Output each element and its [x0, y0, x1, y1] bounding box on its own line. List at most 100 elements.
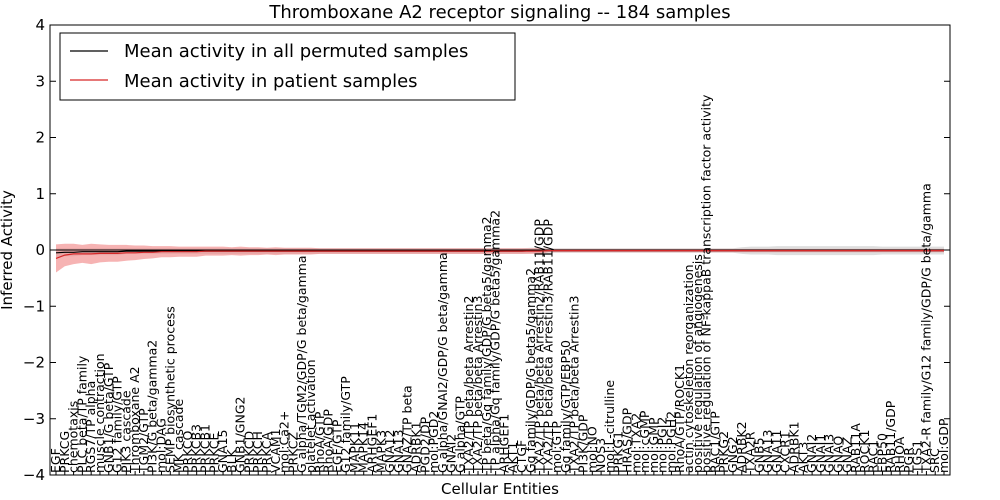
x-tick-label: TXA2/TP beta/beta Arrestin3	[470, 296, 485, 474]
x-tick-label: GNAI2	[804, 434, 819, 473]
x-tick-label: RhoA/GTP/ROCK1	[672, 364, 687, 473]
y-tick-label: −4	[23, 466, 45, 484]
x-tick-label: mol:NO	[584, 426, 599, 473]
x-tick-label: G12 family/GTP	[110, 376, 125, 473]
x-tick-label: G alpha/GNAI2/GDP/G beta/gamma	[435, 252, 450, 473]
x-tick-label: NOS3	[593, 438, 608, 473]
x-tick-label: VCAM1	[268, 428, 283, 473]
x-tick-label: GNA11	[769, 430, 784, 474]
x-tick-label: AKT1	[505, 442, 520, 473]
chart-title: Thromboxane A2 receptor signaling -- 184…	[268, 2, 730, 23]
x-tick-label: SRC	[927, 448, 942, 473]
x-tick-label: RAC1	[866, 440, 881, 473]
x-tick-label: Gq family/GDP/G beta5/gamma2	[523, 268, 538, 473]
x-tick-label: PRKCD	[241, 431, 256, 473]
x-tick-label: MAPK11	[347, 422, 362, 473]
series-line-patient	[55, 250, 944, 259]
y-tick-label: 0	[35, 241, 45, 259]
x-tick-label: GNAI3	[822, 434, 837, 473]
x-tick-label: EGF	[48, 448, 63, 473]
x-tick-label: PRKCQ	[180, 431, 195, 473]
x-tick-label: PRKCE	[206, 433, 221, 473]
x-axis-label: Cellular Entities	[441, 480, 559, 498]
x-tick-label: GNG2	[725, 436, 740, 473]
x-tick-label: TGS1	[910, 440, 925, 474]
x-tick-label: Gq family/GTP/EBP50	[558, 340, 573, 473]
x-tick-label: RhoA/GTP	[312, 411, 327, 473]
x-tick-label: RHOA	[892, 436, 907, 473]
x-tick-label: PRKCH	[250, 431, 265, 473]
x-tick-label: ARHGEF1	[365, 414, 380, 473]
x-tick-label: SEMP biosynthetic process	[162, 306, 177, 473]
x-tick-label: PI3K/GDP	[576, 414, 591, 473]
x-tick-label: EBP50	[875, 433, 890, 473]
y-tick-label: −2	[23, 354, 45, 372]
x-tick-label: PGD2/DP	[417, 416, 432, 473]
x-tick-label: GNB5	[751, 437, 766, 473]
x-tick-label: mol:GMP	[646, 417, 661, 473]
x-tick-label: PRKCB3	[189, 424, 204, 473]
x-tick-label: GNAI1	[813, 434, 828, 473]
y-axis-label: Inferred Activity	[0, 190, 16, 310]
x-tick-label: GNAZ/TP beta	[400, 385, 415, 473]
y-tick-label: −3	[23, 410, 45, 428]
y-tick-label: 1	[35, 185, 45, 203]
x-tick-label: RGS7/TP alpha	[83, 381, 98, 473]
x-tick-label: HRAS/GDP	[620, 407, 635, 473]
x-tick-label: actin cytoskeleton reorganization	[681, 264, 696, 473]
x-tick-label: GNAZ	[839, 437, 854, 473]
x-tick-label: Thromboxane A2	[127, 366, 142, 474]
x-tick-label: AKT3	[795, 442, 810, 473]
x-tick-label: GNA12	[382, 430, 397, 474]
legend-frame	[59, 32, 516, 101]
x-tick-label: GNA13	[760, 430, 775, 474]
x-tick-label: ROCK1	[857, 430, 872, 473]
x-tick-label: mol:L-citrulline	[602, 380, 617, 473]
x-tick-label: mol:DAG	[154, 418, 169, 473]
x-tick-label: GNB1/G beta/GTP	[101, 362, 116, 473]
x-tick-label: RAC1/GTP	[707, 411, 722, 473]
x-tick-label: GNA13	[391, 430, 406, 474]
x-tick-label: TXA2/TP beta/beta Arrestin2/RAB11/GDP	[532, 219, 547, 474]
x-tick-label: PGR	[901, 447, 916, 473]
x-tick-label: ADRBK1	[409, 421, 424, 473]
x-tick-label: mol:GTP	[549, 421, 564, 473]
x-tick-label: MK cascade	[171, 399, 186, 473]
x-tick-label: chemotaxis	[66, 401, 81, 473]
x-tick-label: TP alpha/Gq family/GDP/G beta5/gamma2	[488, 210, 503, 474]
x-tick-label: PRKCB1	[198, 424, 213, 473]
x-tick-label: mol:cGMP	[637, 410, 652, 473]
x-tick-label: CXCR1	[778, 431, 793, 473]
x-tick-label: TP beta/Gq family/GDP/G beta5/gamma2	[479, 216, 494, 474]
x-tick-label: GNB1/GNG2	[233, 397, 248, 473]
x-tick-label: ADRBK1	[787, 421, 802, 473]
legend-label-permuted: Mean activity in all permuted samples	[124, 41, 468, 62]
x-tick-label: TXA2/TP beta/beta Arrestin2	[461, 296, 476, 474]
x-tick-label: mol:Ca2+	[277, 411, 292, 473]
x-tick-label: mol:GDP	[936, 418, 951, 473]
x-tick-label: G alpha/GTP	[452, 396, 467, 473]
x-tick-label: PRKG2	[716, 431, 731, 473]
y-tick-label: 4	[35, 16, 45, 34]
x-tick-label: GNAQ	[831, 436, 846, 473]
x-tick-label: PLC beta/TP family	[74, 355, 89, 473]
x-tick-label: G alpha/TGM2/GDP/G beta/gamma	[294, 255, 309, 473]
x-tick-label: muscle contraction	[92, 353, 107, 473]
x-tick-label: RhoA/GDP	[321, 409, 336, 473]
x-tick-label: G12 family/GTP	[338, 376, 353, 473]
x-tick-label: mol:TXA2	[628, 413, 643, 473]
x-tick-label: positive regulation of NF-kappaB transcr…	[699, 94, 714, 473]
x-tick-label: PRKCZ	[285, 432, 300, 473]
x-tick-label: mol:PGD2	[426, 411, 441, 473]
x-tick-label: CTGF	[514, 440, 529, 473]
legend: Mean activity in all permuted samples Me…	[59, 32, 516, 101]
x-tick-label: mol:PGI2	[655, 417, 670, 473]
x-tick-label: MAPK3	[373, 430, 388, 473]
x-tick-label: PI3K/G beta/gamma2	[145, 340, 160, 473]
x-tick-label: PRKCA	[259, 432, 274, 473]
x-tick-label: MAPK14	[356, 422, 371, 473]
x-tick-label: platelet activation	[303, 359, 318, 473]
x-tick-label: PRKCG	[57, 431, 72, 473]
